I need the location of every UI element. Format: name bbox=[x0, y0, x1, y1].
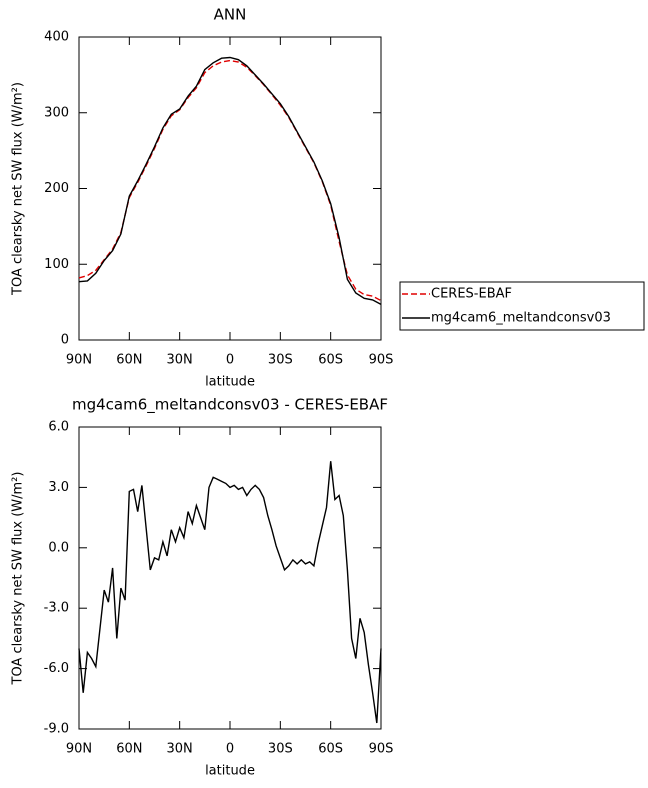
chart-title: mg4cam6_meltandconsv03 - CERES-EBAF bbox=[72, 396, 388, 415]
x-tick-label: 90N bbox=[66, 353, 92, 368]
x-tick-label: 30S bbox=[268, 353, 293, 368]
legend-label: CERES-EBAF bbox=[431, 287, 512, 302]
x-tick-label: 90S bbox=[369, 742, 394, 757]
y-tick-label: 400 bbox=[44, 30, 69, 45]
x-tick-label: 60N bbox=[116, 742, 142, 757]
y-tick-label: 3.0 bbox=[48, 480, 69, 495]
chart-title: ANN bbox=[214, 6, 247, 24]
y-axis-label: TOA clearsky net SW flux (W/m²) bbox=[11, 82, 26, 296]
y-axis-label: TOA clearsky net SW flux (W/m²) bbox=[11, 472, 26, 686]
y-tick-label: 300 bbox=[44, 105, 69, 120]
x-axis-label: latitude bbox=[205, 764, 255, 779]
x-tick-label: 30N bbox=[167, 353, 193, 368]
y-tick-label: 0 bbox=[61, 333, 69, 348]
y-tick-label: -3.0 bbox=[44, 601, 69, 616]
x-tick-label: 30S bbox=[268, 742, 293, 757]
y-tick-label: 0.0 bbox=[48, 540, 69, 555]
x-tick-label: 60N bbox=[116, 353, 142, 368]
data-line bbox=[78, 461, 382, 724]
plot-frame bbox=[78, 36, 382, 341]
legend-label: mg4cam6_meltandconsv03 bbox=[431, 311, 611, 326]
x-tick-label: 0 bbox=[226, 353, 234, 368]
y-tick-label: -6.0 bbox=[44, 661, 69, 676]
x-tick-label: 60S bbox=[318, 353, 343, 368]
x-tick-label: 60S bbox=[318, 742, 343, 757]
x-tick-label: 30N bbox=[167, 742, 193, 757]
x-tick-label: 90S bbox=[369, 353, 394, 368]
y-tick-label: 100 bbox=[44, 257, 69, 272]
data-line bbox=[78, 56, 382, 306]
x-tick-label: 90N bbox=[66, 742, 92, 757]
data-line bbox=[78, 59, 382, 302]
y-tick-label: 6.0 bbox=[48, 420, 69, 435]
plot-frame bbox=[78, 426, 382, 730]
legend-box bbox=[399, 281, 645, 331]
y-tick-label: -9.0 bbox=[44, 722, 69, 737]
x-axis-label: latitude bbox=[205, 375, 255, 390]
x-tick-label: 0 bbox=[226, 742, 234, 757]
y-tick-label: 200 bbox=[44, 181, 69, 196]
